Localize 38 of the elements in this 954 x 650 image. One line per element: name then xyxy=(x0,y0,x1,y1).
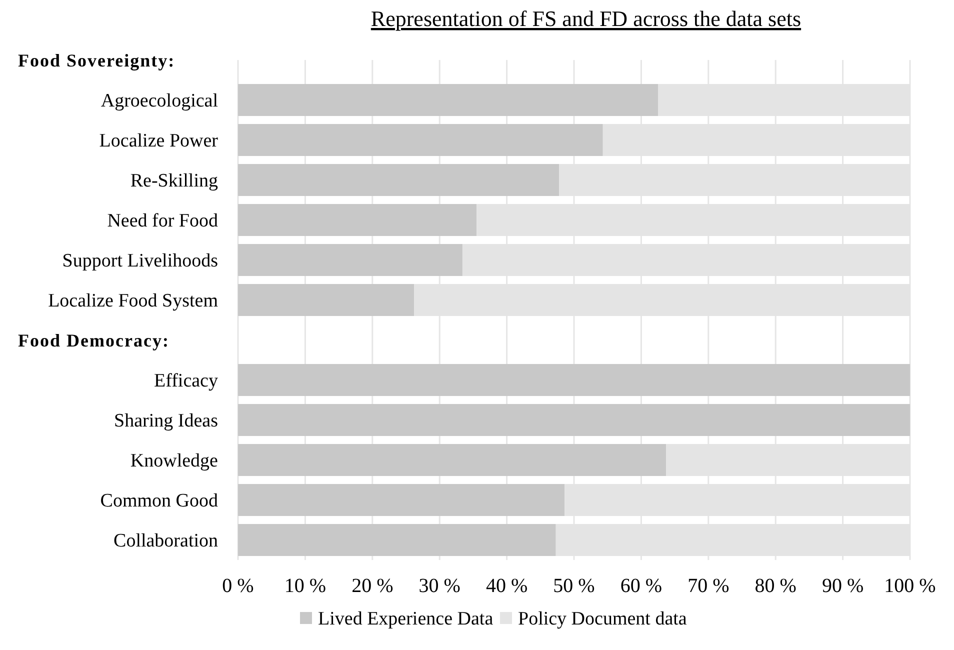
y-tick-label: Common Good xyxy=(100,490,218,512)
x-tick-label: 40 % xyxy=(486,575,528,597)
x-tick-label: 0 % xyxy=(222,575,254,597)
bar xyxy=(238,284,414,316)
bar xyxy=(238,364,910,396)
bar xyxy=(238,524,556,556)
y-tick-label: Collaboration xyxy=(114,530,218,552)
y-tick-label: Localize Power xyxy=(99,130,219,152)
y-tick-label: Re-Skilling xyxy=(130,170,218,192)
legend-label: Lived Experience Data xyxy=(318,608,494,630)
bar xyxy=(238,484,565,516)
y-tick-label: Agroecological xyxy=(100,90,218,112)
y-tick-label: Need for Food xyxy=(107,210,218,232)
x-tick-label: 10 % xyxy=(284,575,326,597)
y-tick-label: Efficacy xyxy=(154,370,218,392)
x-tick-label: 50 % xyxy=(553,575,595,597)
bar xyxy=(238,444,666,476)
legend-label: Policy Document data xyxy=(518,608,688,630)
x-tick-label: 100 % xyxy=(884,575,936,597)
bar xyxy=(238,84,658,116)
bar xyxy=(238,244,462,276)
x-tick-label: 80 % xyxy=(754,575,796,597)
y-tick-label: Support Livelihoods xyxy=(62,250,218,272)
y-tick-label: Localize Food System xyxy=(48,290,218,312)
x-tick-label: 30 % xyxy=(418,575,460,597)
chart-title: Representation of FS and FD across the data sets xyxy=(370,6,802,31)
y-tick-label: Knowledge xyxy=(130,450,218,472)
x-tick-label: 90 % xyxy=(822,575,864,597)
bar xyxy=(238,124,603,156)
x-tick-label: 70 % xyxy=(688,575,730,597)
y-tick-label: Sharing Ideas xyxy=(114,410,218,432)
x-tick-label: 60 % xyxy=(620,575,662,597)
text: Food Sovereignty: xyxy=(18,50,176,70)
text: Food Democracy: xyxy=(18,330,170,350)
bar xyxy=(238,164,560,196)
bar xyxy=(238,204,477,236)
bar xyxy=(238,404,910,436)
x-tick-label: 20 % xyxy=(352,575,394,597)
